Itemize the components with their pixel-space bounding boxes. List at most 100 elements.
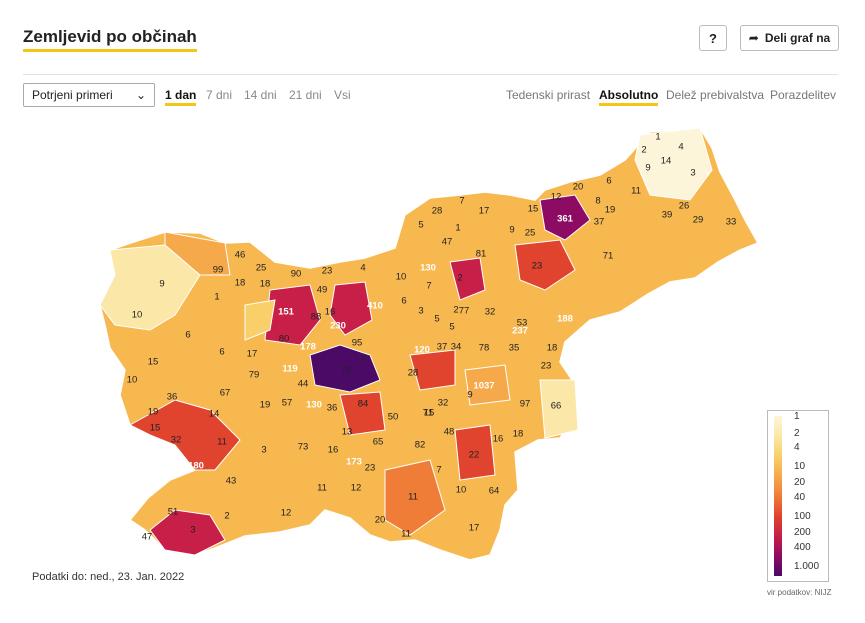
municipality-value-label: 18 xyxy=(547,343,558,354)
period-vsi[interactable]: Vsi xyxy=(334,88,351,102)
municipality-value-label: 23 xyxy=(532,261,543,272)
municipality-value-label: 28 xyxy=(432,206,443,217)
municipality-value-label: 97 xyxy=(520,399,531,410)
legend-label: 1 xyxy=(794,411,800,422)
municipality-value-label: 12 xyxy=(351,483,362,494)
municipality-value-label: 11 xyxy=(217,437,227,448)
municipality-value-label: 19 xyxy=(605,205,616,216)
municipality-value-label: 79 xyxy=(249,370,260,381)
municipality-value-label: 20 xyxy=(573,182,584,193)
period-21-dni[interactable]: 21 dni xyxy=(289,88,322,102)
municipality-value-label: 4 xyxy=(678,142,683,153)
mode-tedenski-prirast[interactable]: Tedenski prirast xyxy=(506,88,591,102)
region-celje xyxy=(449,257,486,301)
municipality-value-label: 151 xyxy=(278,307,295,318)
municipality-value-label: 2 xyxy=(224,511,229,522)
municipality-value-label: 4 xyxy=(360,263,365,274)
municipality-value-label: 28 xyxy=(408,368,419,379)
municipality-value-label: 7 xyxy=(426,281,431,292)
municipality-value-label: 37 xyxy=(594,217,605,228)
municipality-value-label: 88 xyxy=(311,312,322,323)
municipality-value-label: 5 xyxy=(434,314,439,325)
share-button-label: Deli graf na xyxy=(764,31,831,45)
municipality-value-label: 9 xyxy=(509,225,514,236)
municipality-value-label: 16 xyxy=(325,307,336,318)
municipality-value-label: 15 xyxy=(528,204,539,215)
municipality-value-label: 10 xyxy=(396,272,407,283)
municipality-value-label: 12 xyxy=(281,508,292,519)
region-maribor xyxy=(539,194,591,241)
metric-select-value: Potrjeni primeri xyxy=(32,88,113,102)
municipality-value-label: 36 xyxy=(327,403,338,414)
region-grosuplje xyxy=(339,391,386,436)
municipality-value-label: 9 xyxy=(467,390,472,401)
municipality-value-label: 71 xyxy=(603,251,614,262)
municipality-value-label: 11 xyxy=(408,492,418,503)
municipality-value-label: 1 xyxy=(214,292,219,303)
municipality-value-label: 49 xyxy=(317,285,328,296)
municipality-value-label: 237 xyxy=(512,326,528,337)
mode-porazdelitev[interactable]: Porazdelitev xyxy=(770,88,837,102)
municipality-value-label: 23 xyxy=(322,266,333,277)
municipality-value-label: 6 xyxy=(606,176,611,187)
legend-label: 2 xyxy=(794,428,800,439)
municipality-value-label: 8 xyxy=(595,196,600,207)
municipality-value-label: 32 xyxy=(485,307,496,318)
municipality-value-label: 23 xyxy=(541,361,552,372)
municipality-value-label: 180 xyxy=(188,461,204,472)
municipality-value-label: 17 xyxy=(469,523,480,534)
page-title: Zemljevid po občinah xyxy=(23,27,197,52)
legend-label: 1.000 xyxy=(794,561,820,572)
municipality-value-label: 9 xyxy=(645,163,650,174)
municipality-value-label: 18 xyxy=(235,278,246,289)
municipality-value-label: 361 xyxy=(557,214,574,225)
municipality-value-label: 16 xyxy=(328,445,339,456)
mode-delez-prebivalstva[interactable]: Delež prebivalstva xyxy=(666,88,765,102)
municipality-value-label: 48 xyxy=(444,427,455,438)
legend-label: 100 xyxy=(794,511,811,522)
municipality-value-label: 10 xyxy=(456,485,467,496)
period-14-dni[interactable]: 14 dni xyxy=(244,88,277,102)
municipality-value-label: 1 xyxy=(455,223,460,234)
municipality-value-label: 80 xyxy=(279,334,290,345)
municipality-value-label: 3 xyxy=(418,306,423,317)
municipality-value-label: 2 xyxy=(457,273,462,284)
municipality-value-label: 2 xyxy=(453,305,458,316)
country-outline xyxy=(99,127,760,561)
municipality-value-label: 230 xyxy=(330,321,346,332)
municipality-value-label: 11 xyxy=(317,483,327,494)
municipality-value-label: 71 xyxy=(423,408,434,419)
region-prekmurje xyxy=(634,127,713,201)
help-button[interactable]: ? xyxy=(699,25,727,51)
municipality-value-label: 46 xyxy=(235,250,246,261)
period-1-dan[interactable]: 1 dan xyxy=(165,88,197,106)
municipality-value-label: 81 xyxy=(476,249,487,260)
municipality-value-label: 188 xyxy=(557,314,573,325)
share-button[interactable]: ➦ Deli graf na xyxy=(740,25,839,51)
municipality-value-label: 26 xyxy=(679,201,690,212)
share-arrow-icon: ➦ xyxy=(748,31,759,45)
region-koper xyxy=(149,509,226,556)
municipality-value-label: 84 xyxy=(358,399,369,410)
metric-select[interactable]: Potrjeni primeri ⌄ xyxy=(23,83,155,107)
municipality-value-label: 7 xyxy=(436,465,441,476)
municipality-value-label: 32 xyxy=(438,398,449,409)
municipality-value-label: 23 xyxy=(365,463,376,474)
divider xyxy=(23,74,838,75)
period-7-dni[interactable]: 7 dni xyxy=(206,88,233,102)
mode-absolutno[interactable]: Absolutno xyxy=(599,88,659,106)
municipality-value-label: 71 xyxy=(341,365,352,376)
municipality-value-label: 11 xyxy=(631,186,641,197)
municipality-value-label: 14 xyxy=(209,409,220,420)
region-skofja-loka xyxy=(244,299,276,341)
municipality-value-label: 50 xyxy=(388,412,399,423)
municipality-value-label: 6 xyxy=(219,347,224,358)
municipality-value-label: 17 xyxy=(479,206,490,217)
municipality-value-label: 1 xyxy=(655,132,660,143)
municipality-value-label: 20 xyxy=(375,515,386,526)
chevron-down-icon: ⌄ xyxy=(135,88,146,102)
municipality-value-label: 29 xyxy=(693,215,704,226)
municipality-value-label: 78 xyxy=(479,343,490,354)
municipality-value-label: 95 xyxy=(352,338,363,349)
